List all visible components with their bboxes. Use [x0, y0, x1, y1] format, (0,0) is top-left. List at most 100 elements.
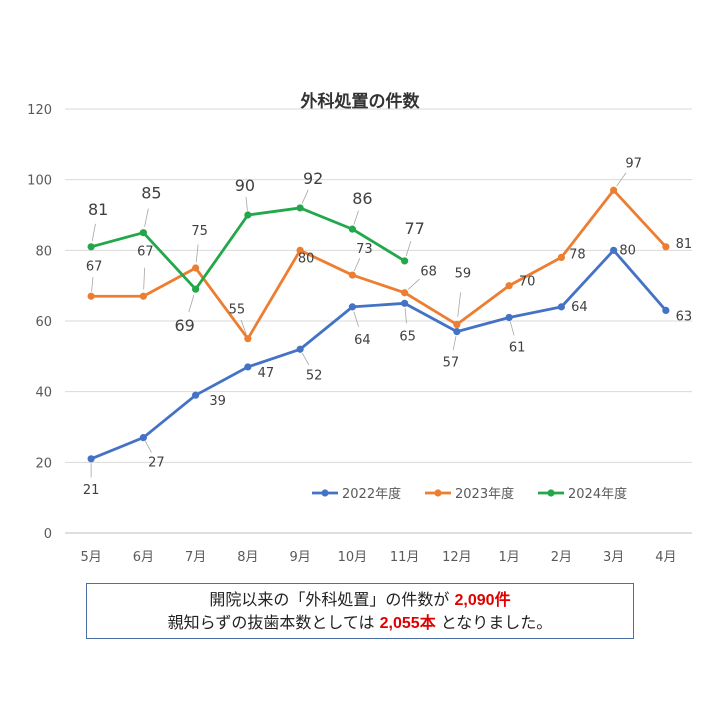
- x-tick-label: 8月: [237, 550, 258, 565]
- data-label: 39: [209, 394, 226, 409]
- label-leader: [457, 292, 461, 317]
- x-tick-label: 2月: [551, 550, 572, 565]
- y-tick-label: 60: [35, 315, 52, 330]
- data-label: 78: [569, 247, 586, 262]
- label-leader: [353, 258, 361, 272]
- data-label: 59: [455, 267, 472, 282]
- label-leader: [616, 172, 627, 187]
- label-leader: [188, 294, 195, 313]
- data-label: 52: [306, 368, 323, 383]
- data-label: 68: [420, 265, 437, 280]
- data-point: [139, 292, 147, 300]
- data-label: 80: [619, 243, 636, 258]
- data-label: 64: [354, 333, 371, 348]
- legend-marker: [321, 489, 329, 497]
- label-leader: [144, 441, 152, 453]
- data-point: [610, 246, 618, 254]
- data-point: [662, 243, 670, 251]
- x-tick-label: 7月: [185, 550, 206, 565]
- legend: 2022年度 2023年度 2024年度: [312, 486, 627, 502]
- data-label: 73: [356, 242, 373, 257]
- legend-item: 2023年度: [425, 486, 514, 502]
- x-tick-label: 6月: [133, 550, 154, 565]
- legend-marker: [434, 489, 442, 497]
- y-axis: 0 20 40 60 80 100 120: [27, 103, 52, 542]
- data-label: 86: [352, 189, 372, 208]
- data-point: [348, 303, 356, 311]
- label-leader: [144, 208, 149, 227]
- label-leader: [301, 189, 309, 204]
- data-point: [87, 243, 95, 251]
- x-tick-label: 10月: [338, 550, 368, 565]
- x-tick-label: 4月: [655, 550, 676, 565]
- legend-item: 2022年度: [312, 486, 401, 502]
- data-point: [557, 253, 565, 261]
- data-point: [401, 257, 409, 265]
- data-point: [348, 271, 356, 279]
- data-label: 97: [625, 156, 642, 171]
- data-point: [296, 246, 304, 254]
- x-tick-label: 12月: [442, 550, 472, 565]
- series-2023年度: 67 67 75 55 80 73 68 59 70 78 97 81: [86, 156, 693, 343]
- data-label: 27: [148, 456, 165, 471]
- y-tick-label: 100: [27, 174, 52, 189]
- data-point: [505, 282, 513, 290]
- data-point: [348, 225, 356, 233]
- data-label: 64: [571, 300, 588, 315]
- data-label: 57: [443, 356, 460, 371]
- data-point: [296, 204, 304, 212]
- data-label: 75: [191, 224, 208, 239]
- surgery-count-unit: 件: [494, 590, 511, 609]
- label-leader: [91, 277, 94, 292]
- line-chart: 外科処置の件数 0 20 40 60 80 100 120 5月 6月 7月 8月 9月 10月 11月…: [27, 91, 693, 565]
- data-point: [139, 229, 147, 237]
- label-leader: [353, 210, 359, 225]
- label-leader: [301, 352, 310, 365]
- label-leader: [509, 321, 515, 336]
- label-leader: [404, 308, 407, 324]
- label-leader: [452, 336, 457, 351]
- data-point: [453, 328, 461, 336]
- note-line2-prefix: 親知らずの抜歯本数としては: [167, 613, 380, 632]
- label-leader: [407, 278, 420, 290]
- data-label: 81: [676, 237, 693, 252]
- x-tick-label: 9月: [289, 550, 310, 565]
- wisdom-tooth-count: 2,055: [379, 615, 420, 632]
- y-tick-label: 40: [35, 386, 52, 401]
- data-point: [244, 211, 252, 219]
- data-label: 77: [404, 219, 424, 238]
- series-2024年度: 81 85 69 90 92 86 77: [87, 169, 425, 335]
- data-point: [610, 186, 618, 194]
- data-point: [662, 306, 670, 314]
- note-line-1: 開院以来の「外科処置」の件数が 2,090件: [87, 589, 633, 612]
- data-point: [401, 299, 409, 307]
- data-label: 92: [303, 169, 323, 188]
- data-point: [505, 313, 513, 322]
- data-label: 21: [83, 483, 100, 498]
- x-tick-label: 11月: [390, 550, 420, 565]
- data-point: [87, 455, 95, 463]
- data-point: [296, 345, 304, 353]
- y-tick-label: 80: [35, 244, 52, 259]
- label-leader: [91, 223, 96, 242]
- x-tick-label: 1月: [498, 550, 519, 565]
- data-label: 67: [137, 244, 154, 259]
- y-tick-label: 20: [35, 456, 52, 471]
- label-leader: [353, 311, 359, 327]
- note-line-2: 親知らずの抜歯本数としては 2,055本 となりました。: [87, 612, 633, 635]
- legend-item: 2024年度: [538, 486, 627, 502]
- label-leader: [143, 267, 146, 290]
- data-point: [244, 363, 252, 371]
- legend-label: 2024年度: [568, 486, 627, 502]
- label-leader: [195, 244, 199, 263]
- chart-title: 外科処置の件数: [301, 91, 421, 112]
- label-leader: [245, 196, 248, 211]
- data-label: 55: [229, 303, 246, 318]
- data-point: [453, 320, 461, 329]
- summary-note: 開院以来の「外科処置」の件数が 2,090件 親知らずの抜歯本数としては 2,0…: [86, 583, 634, 639]
- data-label: 70: [519, 275, 536, 290]
- legend-label: 2022年度: [342, 486, 401, 502]
- series-2022年度: 21 27 39 47 52 64 65 57 61 64 80 63: [83, 243, 692, 497]
- series-line: [90, 248, 667, 461]
- data-point: [244, 335, 252, 343]
